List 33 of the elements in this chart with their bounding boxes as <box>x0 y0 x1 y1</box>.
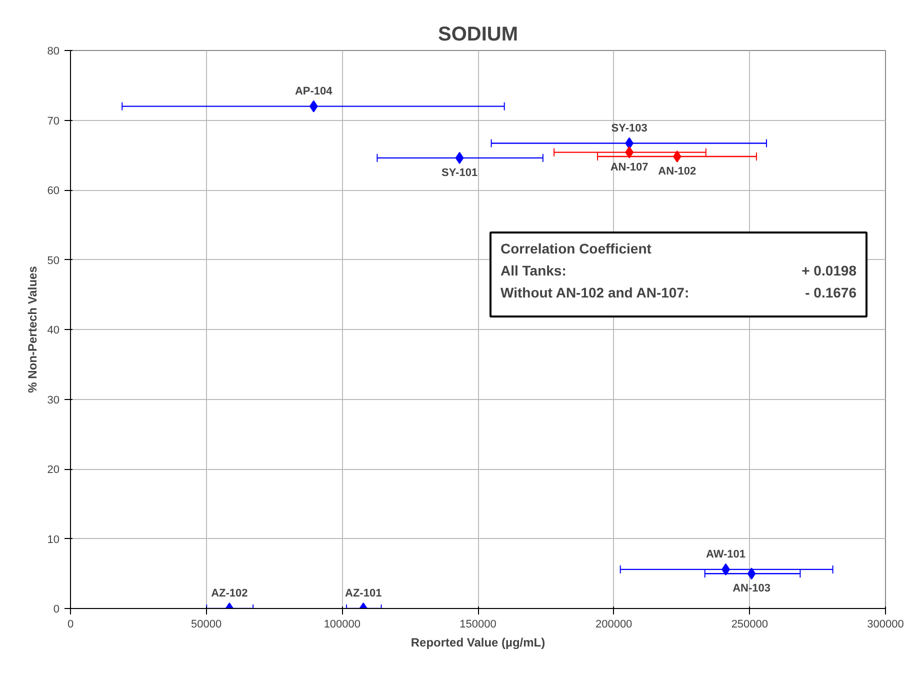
y-tick-label: 0 <box>53 604 60 616</box>
y-tick-label: 40 <box>47 324 60 336</box>
annotation: AZ-102 <box>211 588 248 600</box>
annotation: All Tanks: <box>500 262 566 278</box>
x-tick-label: 100000 <box>324 618 361 630</box>
annotation: AN-102 <box>658 166 696 178</box>
chart-title: SODIUM <box>438 24 518 46</box>
x-axis-title: Reported Value (µg/mL) <box>410 636 546 650</box>
x-tick-label: 250000 <box>731 618 768 630</box>
annotation: AN-107 <box>610 161 648 174</box>
y-tick-label: 80 <box>47 46 60 58</box>
annotation: AN-103 <box>732 582 771 595</box>
annotation: Without AN-102 and AN-107: <box>500 284 690 300</box>
annotation: + 0.0198 <box>802 262 857 278</box>
x-tick-label: 50000 <box>191 618 222 630</box>
x-tick-label: 200000 <box>595 618 632 630</box>
y-tick-label: 50 <box>47 254 60 267</box>
y-tick-label: 70 <box>47 115 60 128</box>
x-tick-label: 0 <box>67 618 74 630</box>
y-tick-label: 60 <box>47 185 60 197</box>
x-tick-label: 300000 <box>867 618 904 630</box>
annotation: Correlation Coefficient <box>500 240 652 256</box>
annotation: SY-103 <box>611 122 648 134</box>
annotation: - 0.1676 <box>805 284 857 300</box>
y-tick-label: 10 <box>47 534 60 546</box>
annotation: AP-104 <box>294 85 334 98</box>
annotation: AZ-101 <box>345 588 382 600</box>
annotation: SY-101 <box>441 166 478 179</box>
y-tick-label: 20 <box>47 464 60 476</box>
y-tick-label: 30 <box>47 394 60 406</box>
y-axis-title: % Non-Pertech Values <box>25 266 40 393</box>
annotation: AW-101 <box>706 548 746 560</box>
x-tick-label: 150000 <box>460 618 496 630</box>
